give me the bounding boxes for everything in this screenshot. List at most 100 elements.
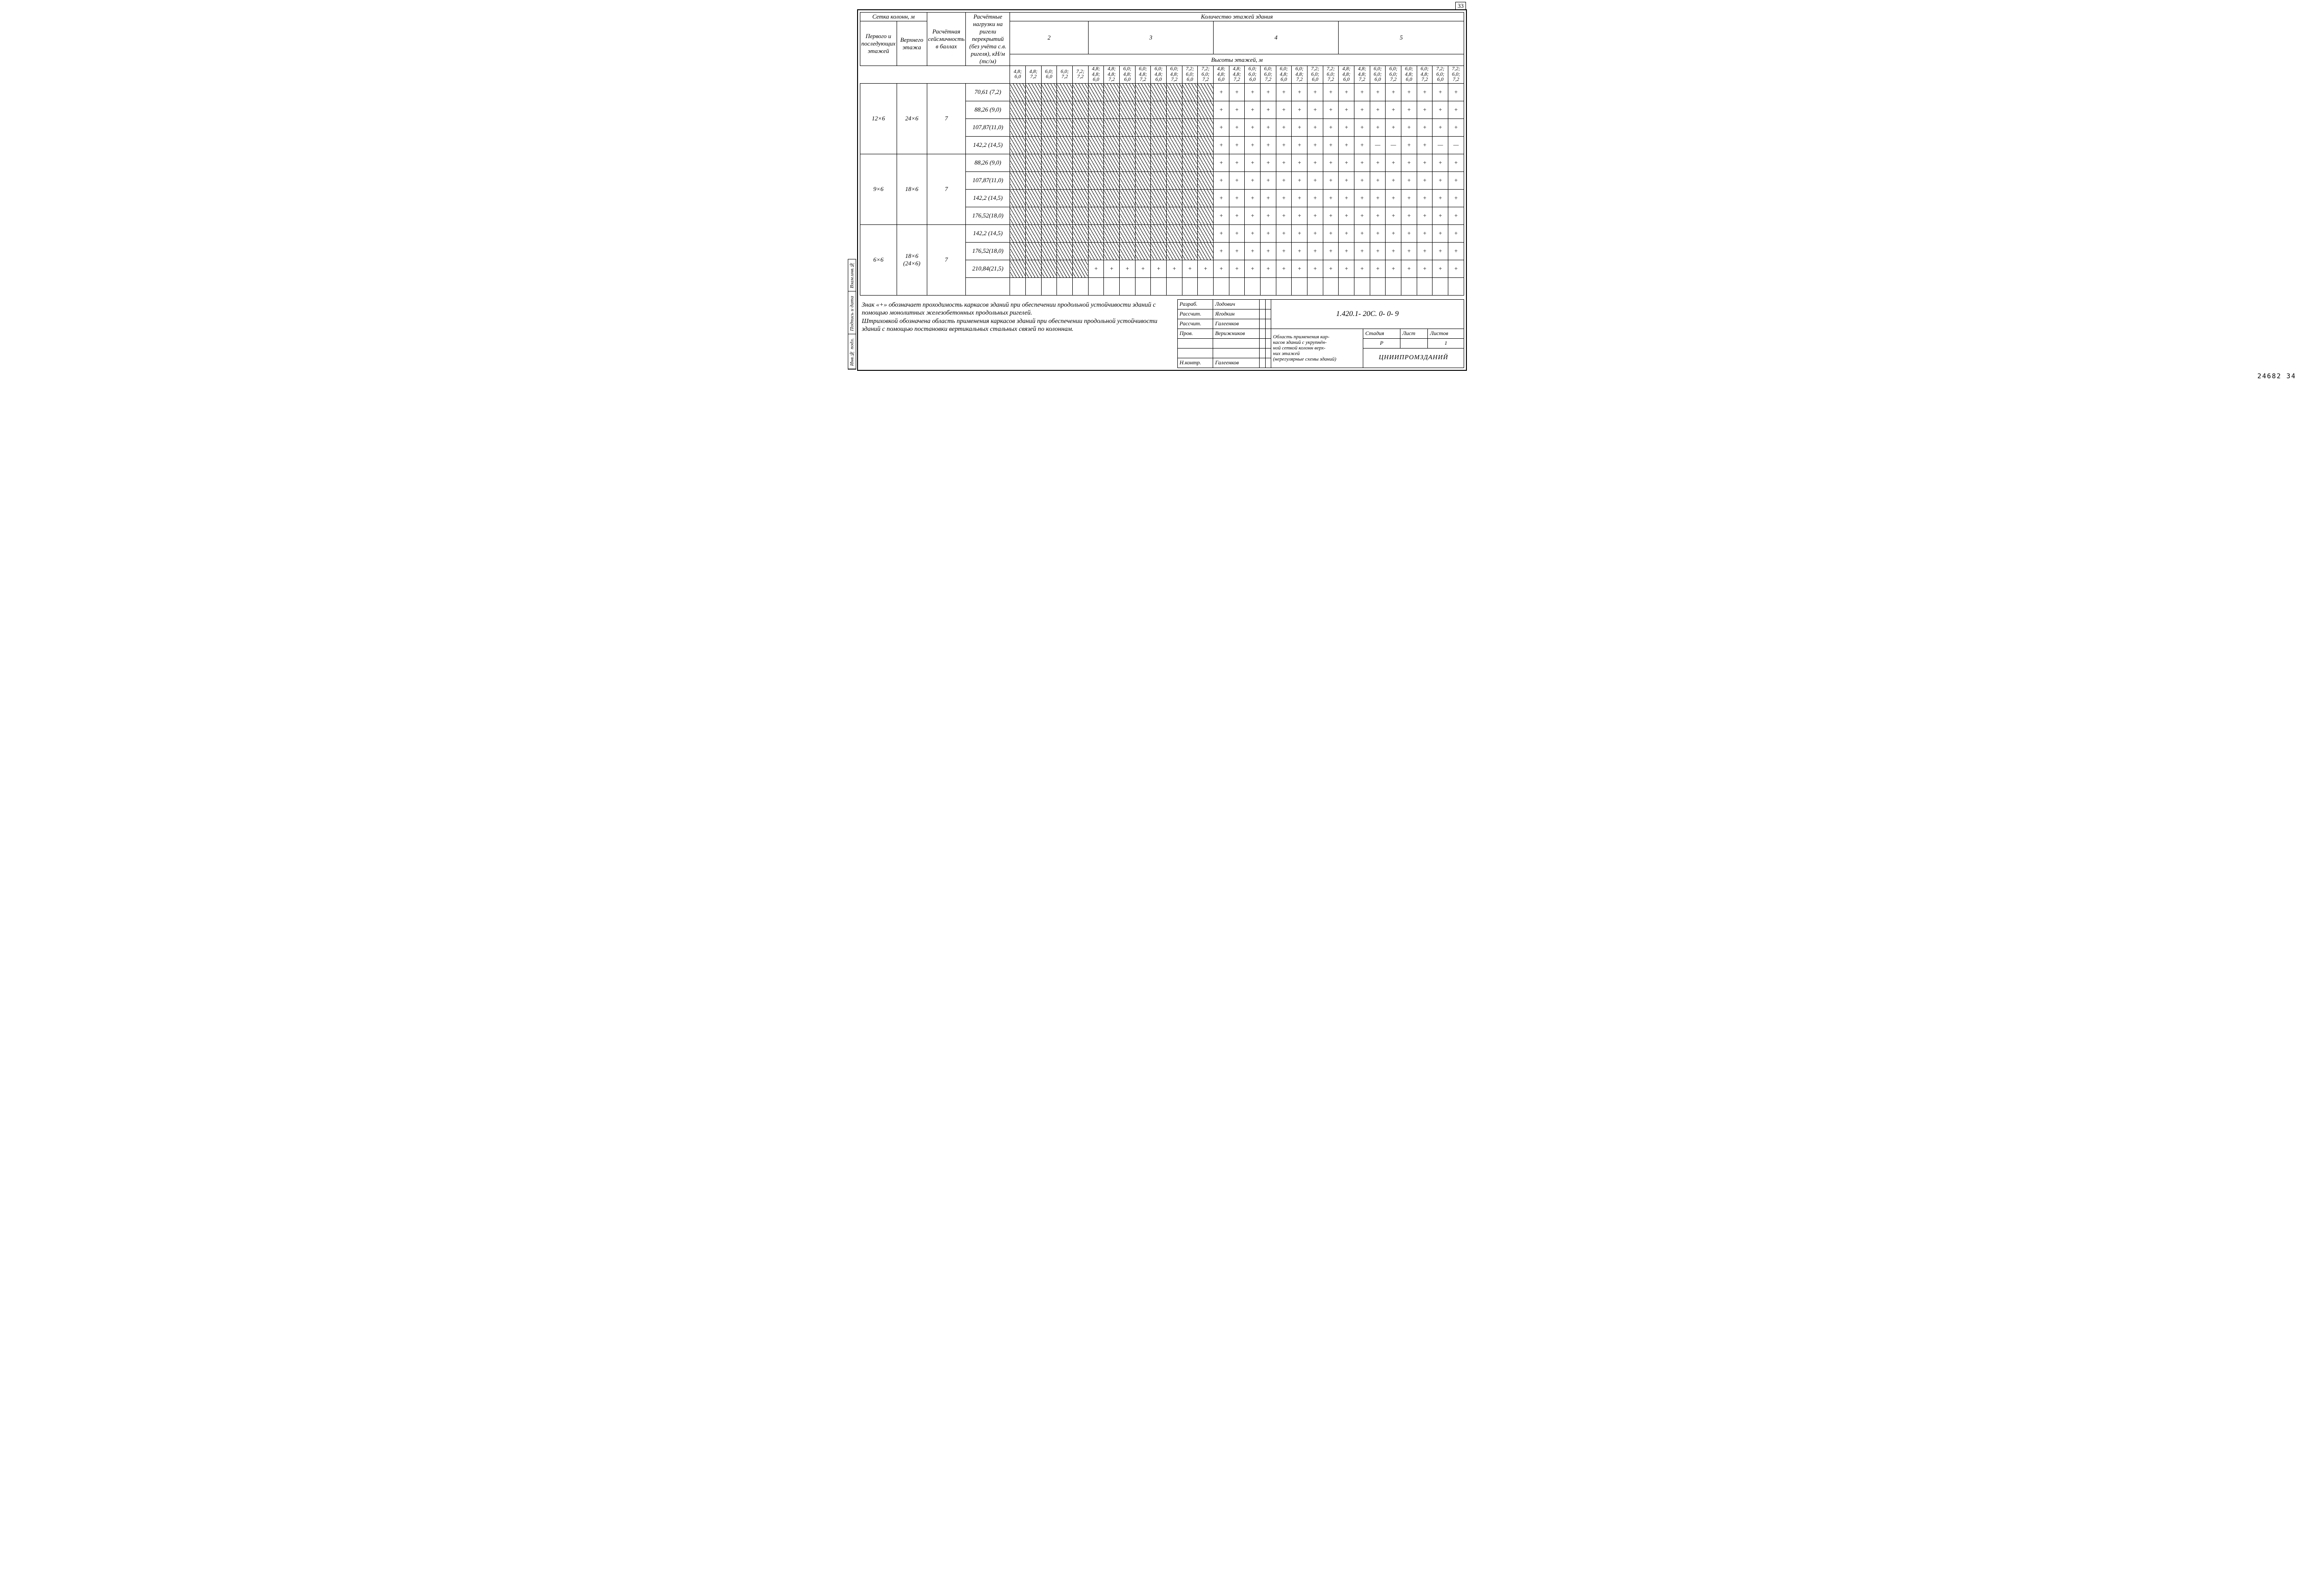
applicability-cell: + — [1151, 260, 1167, 277]
applicability-cell: + — [1276, 260, 1292, 277]
applicability-cell: + — [1401, 224, 1417, 242]
applicability-cell: + — [1339, 136, 1354, 154]
tb-cell: Верижников — [1213, 329, 1260, 338]
applicability-cell: + — [1448, 207, 1464, 224]
applicability-cell: + — [1339, 118, 1354, 136]
applicability-cell — [1120, 242, 1136, 260]
applicability-cell — [1010, 136, 1026, 154]
applicability-cell: + — [1292, 101, 1307, 118]
applicability-cell: + — [1370, 101, 1386, 118]
sidebar-cell: Инв.№ подл. — [848, 336, 856, 369]
load-cell — [966, 277, 1010, 295]
applicability-cell: + — [1370, 207, 1386, 224]
applicability-cell: + — [1261, 154, 1276, 171]
applicability-cell — [1104, 224, 1120, 242]
applicability-cell — [1104, 277, 1120, 295]
applicability-cell: + — [1433, 154, 1448, 171]
height-combo-cell: 6,0;7,2 — [1057, 66, 1073, 84]
applicability-cell — [1198, 154, 1214, 171]
applicability-cell: + — [1417, 118, 1433, 136]
group-first: 12×6 — [860, 83, 897, 154]
height-combo-cell: 7,2;6,0;6,0 — [1433, 66, 1448, 84]
applicability-cell — [1025, 83, 1041, 101]
applicability-cell — [1167, 189, 1182, 207]
applicability-cell — [1010, 171, 1026, 189]
height-combo-cell: 4,8;4,8;7,2 — [1354, 66, 1370, 84]
applicability-cell — [1198, 101, 1214, 118]
applicability-cell: + — [1339, 171, 1354, 189]
applicability-cell — [1025, 171, 1041, 189]
applicability-cell — [1167, 224, 1182, 242]
applicability-cell — [1120, 136, 1136, 154]
group-seism: 7 — [927, 154, 966, 224]
applicability-cell: + — [1214, 154, 1229, 171]
applicability-cell — [1198, 83, 1214, 101]
applicability-cell: + — [1417, 242, 1433, 260]
applicability-cell — [1229, 277, 1245, 295]
applicability-cell: + — [1401, 171, 1417, 189]
drawing-sheet: 33 Инв.№ подл. Подпись и дата Взам.инв.№… — [857, 9, 1467, 371]
applicability-cell: + — [1307, 207, 1323, 224]
applicability-cell — [1010, 154, 1026, 171]
tb-cell — [1213, 338, 1260, 348]
tb-desc: Область применения кар-касов зданий с ук… — [1271, 329, 1363, 368]
applicability-cell — [1120, 189, 1136, 207]
applicability-cell — [1025, 260, 1041, 277]
applicability-cell: + — [1292, 83, 1307, 101]
applicability-cell — [1167, 242, 1182, 260]
applicability-cell — [1088, 171, 1104, 189]
applicability-cell: + — [1261, 242, 1276, 260]
applicability-cell — [1088, 118, 1104, 136]
applicability-cell — [1292, 277, 1307, 295]
applicability-cell — [1448, 277, 1464, 295]
height-combo-cell: 6,0;4,8;6,0 — [1401, 66, 1417, 84]
load-cell: 88,26 (9,0) — [966, 101, 1010, 118]
applicability-cell — [1010, 207, 1026, 224]
applicability-cell: + — [1245, 224, 1261, 242]
applicability-cell: + — [1433, 118, 1448, 136]
tb-cell: Галеенков — [1213, 319, 1260, 329]
load-cell: 142,2 (14,5) — [966, 224, 1010, 242]
height-combo-cell: 6,0;4,8;6,0 — [1276, 66, 1292, 84]
applicability-cell — [1198, 277, 1214, 295]
height-combo-cell: 6,0;6,0 — [1041, 66, 1057, 84]
applicability-cell — [1010, 83, 1026, 101]
applicability-cell — [1151, 277, 1167, 295]
hdr-loads: Расчётные нагрузки на ригели перекрытий … — [966, 13, 1010, 66]
applicability-cell — [1072, 83, 1088, 101]
applicability-cell: + — [1370, 224, 1386, 242]
tb-org: ЦНИИПРОМЗДАНИЙ — [1363, 348, 1464, 368]
applicability-cell: + — [1292, 118, 1307, 136]
tb-sheets-v: 1 — [1428, 338, 1464, 348]
height-combo-cell: 4,8;4,8;7,2 — [1104, 66, 1120, 84]
applicability-cell: + — [1214, 207, 1229, 224]
applicability-cell: + — [1417, 136, 1433, 154]
height-combo-cell: 4,8;6,0 — [1010, 66, 1026, 84]
tb-cell: Пров. — [1177, 329, 1213, 338]
tb-date — [1265, 299, 1271, 309]
applicability-table: Сетка колонн, м Расчётная сейсмичность в… — [860, 12, 1464, 296]
group-first: 6×6 — [860, 224, 897, 295]
tb-cell — [1265, 358, 1271, 368]
applicability-cell: + — [1276, 242, 1292, 260]
applicability-cell — [1135, 136, 1151, 154]
applicability-cell — [1104, 207, 1120, 224]
applicability-cell: + — [1307, 189, 1323, 207]
applicability-cell: + — [1292, 171, 1307, 189]
applicability-cell — [1167, 136, 1182, 154]
applicability-cell: + — [1401, 189, 1417, 207]
applicability-cell: + — [1386, 154, 1401, 171]
title-block: Разраб.Лодович1.420.1- 20С. 0- 0- 9Рассч… — [1177, 299, 1464, 368]
applicability-cell: + — [1307, 118, 1323, 136]
tb-cell — [1260, 358, 1265, 368]
applicability-cell: + — [1245, 101, 1261, 118]
applicability-cell — [1057, 242, 1073, 260]
applicability-cell: + — [1229, 136, 1245, 154]
applicability-cell: + — [1448, 118, 1464, 136]
applicability-cell: + — [1245, 260, 1261, 277]
hdr-upper: Верхнего этажа — [897, 21, 927, 66]
applicability-cell: + — [1370, 118, 1386, 136]
tb-cell — [1260, 319, 1265, 329]
hdr-seism: Расчётная сейсмичность в баллах — [927, 13, 966, 66]
height-combo-cell: 4,8;4,8;6,0 — [1339, 66, 1354, 84]
